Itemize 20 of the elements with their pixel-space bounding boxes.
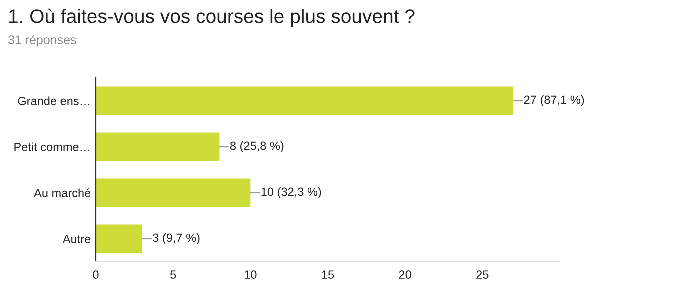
chart-title: 1. Où faites-vous vos courses le plus souvent ?	[9, 8, 415, 28]
y-tick-label: Au marché	[34, 188, 91, 198]
x-tick-label: 20	[399, 270, 412, 280]
bar	[96, 178, 251, 208]
chart-subtitle: 31 réponses	[8, 35, 76, 47]
x-tick-label: 15	[322, 270, 334, 280]
x-tick-label: 10	[245, 270, 257, 280]
y-tick-label: Grande ens…	[18, 96, 90, 106]
bar	[96, 86, 514, 116]
x-tick-label: 5	[170, 270, 176, 280]
bar	[96, 132, 220, 162]
bar	[96, 224, 142, 254]
x-tick-label: 25	[476, 270, 489, 280]
data-label: 10 (32,3 %)	[262, 187, 322, 198]
data-label: 3 (9,7 %)	[153, 233, 200, 244]
y-tick-label: Autre	[62, 235, 91, 244]
data-label: 27 (87,1 %)	[524, 96, 584, 106]
x-tick-label: 0	[93, 270, 99, 280]
y-tick-label: Petit comme…	[14, 142, 90, 152]
data-label: 8 (25,8 %)	[230, 142, 284, 152]
